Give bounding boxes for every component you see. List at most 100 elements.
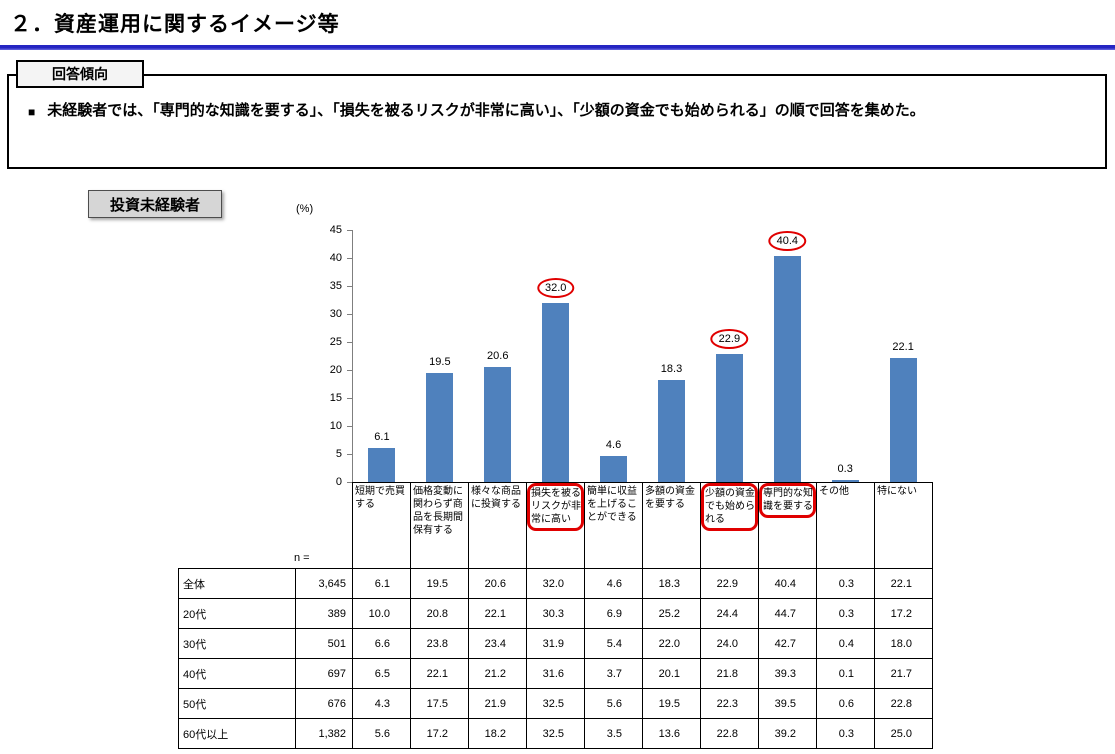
value-cell: 21.9 xyxy=(468,688,527,719)
bar-value-label: 22.1 xyxy=(892,341,914,354)
y-tick-mark xyxy=(347,454,352,455)
value-cell: 5.4 xyxy=(584,628,643,659)
value-cell: 0.6 xyxy=(816,688,875,719)
chart-column: 20.6 xyxy=(469,230,527,482)
row-n-value: 501 xyxy=(295,628,353,659)
value-cell: 22.9 xyxy=(700,568,759,599)
value-cell: 4.6 xyxy=(584,568,643,599)
value-cell: 24.0 xyxy=(700,628,759,659)
y-tick-mark xyxy=(347,398,352,399)
bullet-square-icon: ■ xyxy=(28,105,36,119)
value-cell: 19.5 xyxy=(642,688,701,719)
y-tick-mark xyxy=(347,370,352,371)
row-n-value: 3,645 xyxy=(295,568,353,599)
chart-column: 32.0 xyxy=(527,230,585,482)
y-tick-label: 40 xyxy=(329,252,342,264)
row-label: 60代以上 xyxy=(178,718,296,749)
y-tick-label: 5 xyxy=(335,448,342,460)
bar-value-label: 6.1 xyxy=(374,430,390,443)
value-cell: 3.7 xyxy=(584,658,643,689)
table-row: 全体 3,645 6.1 19.5 20.6 32.0 4.6 18.3 22.9 40.4 0.3… xyxy=(178,568,933,599)
row-label: 50代 xyxy=(178,688,296,719)
value-cell: 6.6 xyxy=(352,628,411,659)
value-cell: 22.8 xyxy=(700,718,759,749)
header-cell: 損失を被るリスクが非常に高い xyxy=(526,482,585,569)
value-cell: 32.0 xyxy=(526,568,585,599)
row-n-value: 389 xyxy=(295,598,353,629)
bar-4 xyxy=(542,302,570,482)
value-cell: 17.2 xyxy=(410,718,469,749)
y-tick-mark xyxy=(347,342,352,343)
chart-plot: 6.1 19.5 20.6 32.0 4.6 18.3 22.9 40.4 0.3 22.1 xyxy=(352,230,932,482)
value-cell: 3.5 xyxy=(584,718,643,749)
value-cell: 0.3 xyxy=(816,568,875,599)
value-cell: 30.3 xyxy=(526,598,585,629)
header-cell-text: 専門的な知識を要する xyxy=(759,483,816,518)
table-row: 20代 389 10.0 20.8 22.1 30.3 6.9 25.2 24.4 44.7 0.3… xyxy=(178,598,933,629)
data-table: 短期で売買する 価格変動に関わらず商品を長期間保有する 様々な商品に投資する 損失を被… xyxy=(178,482,933,749)
chart-column: 18.3 xyxy=(643,230,701,482)
value-cell: 24.4 xyxy=(700,598,759,629)
response-tendency-label: 回答傾向 xyxy=(16,60,144,88)
bar-7 xyxy=(715,353,743,482)
value-cell: 40.4 xyxy=(758,568,817,599)
value-cell: 17.2 xyxy=(874,598,933,629)
value-cell: 23.4 xyxy=(468,628,527,659)
header-cell-text: その他 xyxy=(819,486,849,497)
value-cell: 20.1 xyxy=(642,658,701,689)
value-cell: 32.5 xyxy=(526,718,585,749)
header-cell-text: 簡単に収益を上げることができる xyxy=(587,486,637,523)
value-cell: 39.3 xyxy=(758,658,817,689)
bar-8 xyxy=(773,255,801,482)
value-cell: 0.3 xyxy=(816,598,875,629)
value-cell: 22.3 xyxy=(700,688,759,719)
y-tick-mark xyxy=(347,258,352,259)
y-tick-mark xyxy=(347,314,352,315)
table-body: 全体 3,645 6.1 19.5 20.6 32.0 4.6 18.3 22.9 40.4 0.3… xyxy=(178,568,933,749)
value-cell: 39.5 xyxy=(758,688,817,719)
table-row: 60代以上 1,382 5.6 17.2 18.2 32.5 3.5 13.6 22.8 39.2… xyxy=(178,718,933,749)
value-cell: 19.5 xyxy=(410,568,469,599)
value-cell: 23.8 xyxy=(410,628,469,659)
value-cell: 5.6 xyxy=(584,688,643,719)
value-cell: 6.9 xyxy=(584,598,643,629)
header-cell: 多額の資金を要する xyxy=(642,482,701,569)
value-cell: 21.2 xyxy=(468,658,527,689)
y-tick-label: 30 xyxy=(329,308,342,320)
value-cell: 39.2 xyxy=(758,718,817,749)
bar-6 xyxy=(657,379,685,482)
value-cell: 0.1 xyxy=(816,658,875,689)
y-tick-label: 35 xyxy=(329,280,342,292)
table-corner-blank xyxy=(179,483,353,569)
y-tick-label: 25 xyxy=(329,336,342,348)
bar-value-label-circled: 40.4 xyxy=(768,230,807,251)
value-cell: 25.2 xyxy=(642,598,701,629)
y-tick-mark xyxy=(347,230,352,231)
response-tendency-text: ■ 未経験者では、「専門的な知識を要する」、「損失を被るリスクが非常に高い」、「… xyxy=(28,99,1084,122)
bar-5 xyxy=(600,456,628,482)
table-row: 50代 676 4.3 17.5 21.9 32.5 5.6 19.5 22.3 39.5 0.6 2… xyxy=(178,688,933,719)
y-tick-label: 45 xyxy=(329,224,342,236)
header-cell: 簡単に収益を上げることができる xyxy=(584,482,643,569)
value-cell: 17.5 xyxy=(410,688,469,719)
chart-column: 22.1 xyxy=(874,230,932,482)
value-cell: 0.3 xyxy=(816,718,875,749)
bar-1 xyxy=(368,447,396,482)
value-cell: 42.7 xyxy=(758,628,817,659)
header-cell-text: 価格変動に関わらず商品を長期間保有する xyxy=(413,486,463,536)
value-cell: 6.1 xyxy=(352,568,411,599)
response-tendency-box xyxy=(7,74,1107,169)
header-cell-text: 特にない xyxy=(877,486,917,497)
value-cell: 31.9 xyxy=(526,628,585,659)
chart-group-label: 投資未経験者 xyxy=(88,190,222,218)
header-cell: 短期で売買する xyxy=(352,482,411,569)
value-cell: 21.7 xyxy=(874,658,933,689)
table-header-row: 短期で売買する 価格変動に関わらず商品を長期間保有する 様々な商品に投資する 損失を被… xyxy=(179,482,933,569)
header-cell: 価格変動に関わらず商品を長期間保有する xyxy=(410,482,469,569)
y-tick-label: 0 xyxy=(335,476,342,488)
header-cell: 特にない xyxy=(874,482,933,569)
row-n-value: 1,382 xyxy=(295,718,353,749)
row-label: 40代 xyxy=(178,658,296,689)
bar-value-label: 18.3 xyxy=(660,362,683,375)
